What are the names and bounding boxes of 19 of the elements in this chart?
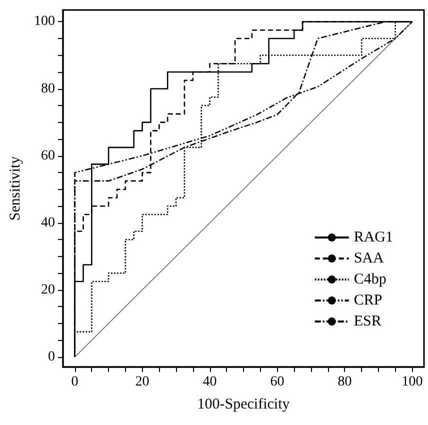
- legend-label: C4bp: [354, 272, 386, 288]
- legend-label: SAA: [354, 250, 384, 266]
- x-tick-label: 100: [402, 374, 423, 390]
- y-tick-label: 20: [41, 282, 55, 298]
- y-tick-label: 0: [48, 349, 55, 364]
- legend-label: RAG1: [354, 230, 393, 246]
- y-tick-label: 40: [41, 215, 55, 230]
- y-axis-title: Sensitivity: [8, 156, 24, 221]
- y-tick-label: 80: [41, 81, 55, 96]
- y-tick-label: 100: [34, 14, 55, 30]
- x-tick-label: 0: [71, 374, 78, 390]
- x-axis-title: 100-Specificity: [197, 396, 290, 412]
- x-tick-label: 80: [338, 374, 352, 390]
- y-tick-label: 60: [41, 148, 55, 164]
- legend-label: CRP: [354, 292, 382, 308]
- x-tick-label: 20: [135, 374, 150, 390]
- legend-label: ESR: [354, 314, 382, 330]
- x-tick-label: 40: [202, 374, 217, 390]
- x-tick-label: 60: [270, 374, 284, 390]
